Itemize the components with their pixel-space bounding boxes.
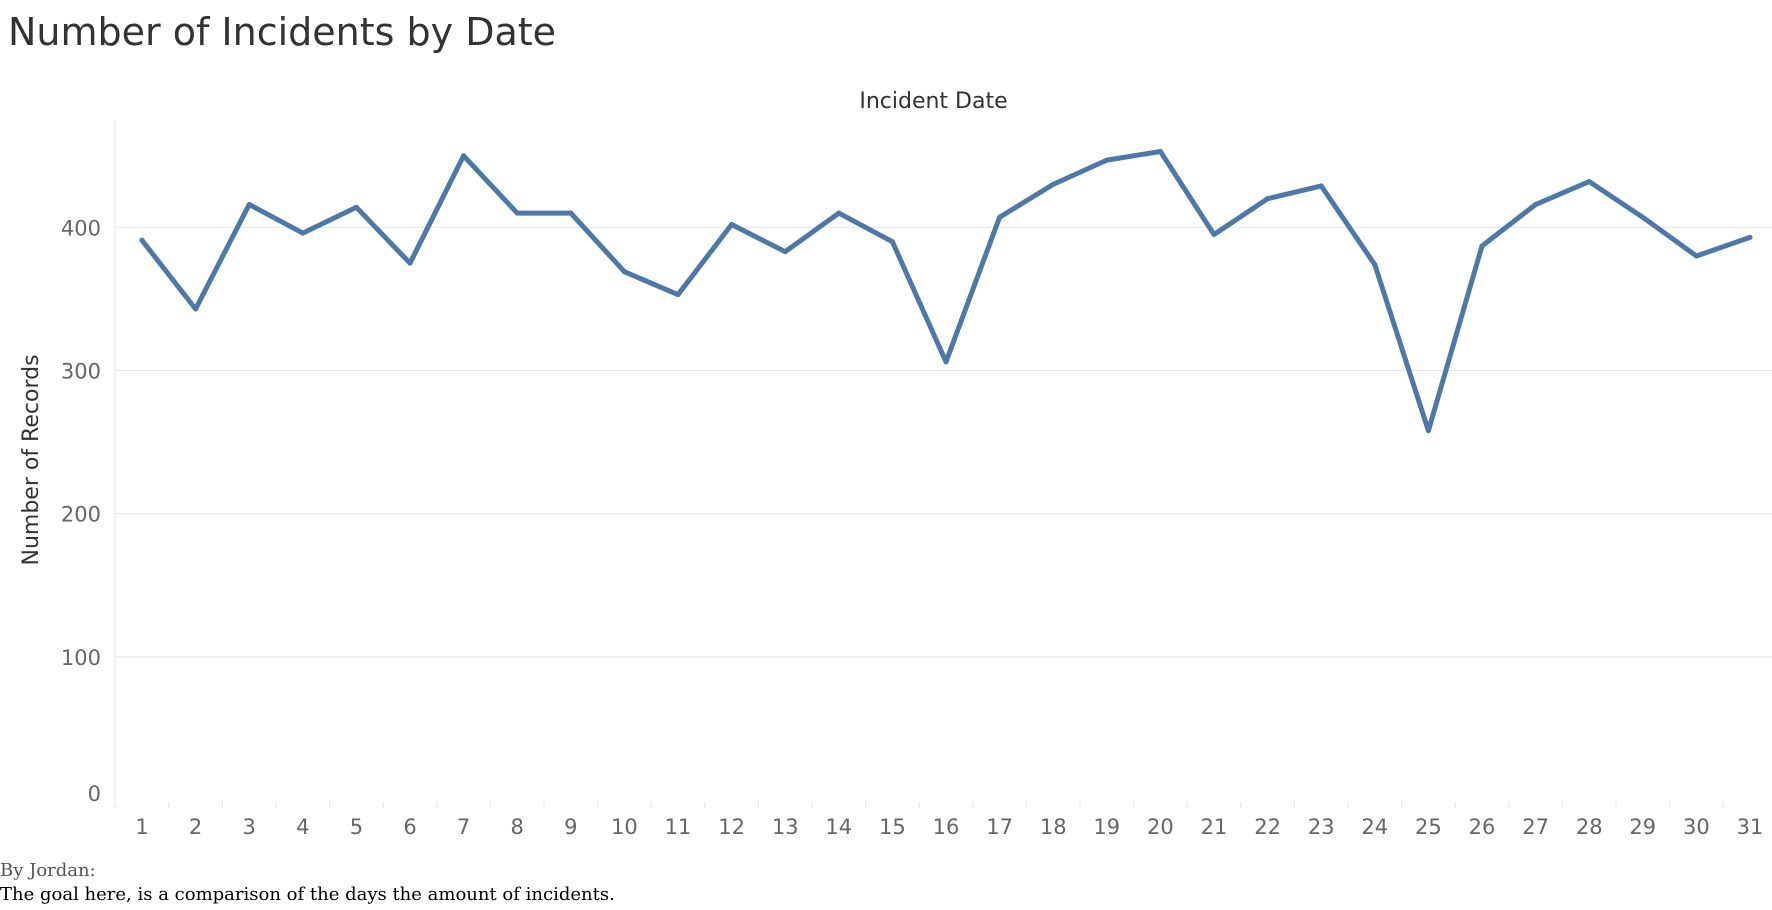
data-point [300, 230, 306, 236]
data-point [1425, 428, 1431, 434]
x-axis-title: Incident Date [859, 89, 1007, 114]
x-tick-label: 21 [1201, 815, 1228, 839]
x-tick-label: 14 [825, 815, 852, 839]
x-tick-label: 16 [933, 815, 960, 839]
x-tick-label: 30 [1683, 815, 1710, 839]
x-tick-label: 26 [1469, 815, 1496, 839]
x-tick-label: 29 [1629, 815, 1656, 839]
x-tick-label: 23 [1308, 815, 1335, 839]
data-point [675, 292, 681, 298]
x-tick-label: 24 [1361, 815, 1388, 839]
data-point [943, 359, 949, 365]
x-tick-label: 25 [1415, 815, 1442, 839]
x-tick-label: 18 [1040, 815, 1067, 839]
data-point [1050, 181, 1056, 187]
x-tick-label: 17 [986, 815, 1013, 839]
data-point [782, 249, 788, 255]
x-tick-label: 15 [879, 815, 906, 839]
x-tick-label: 5 [350, 815, 363, 839]
x-tick-label: 3 [243, 815, 256, 839]
x-tick-label: 4 [296, 815, 309, 839]
x-tick-label: 1 [135, 815, 148, 839]
data-point [1693, 253, 1699, 259]
data-point [1747, 234, 1753, 240]
x-tick-label: 2 [189, 815, 202, 839]
x-tick-label: 8 [511, 815, 524, 839]
data-point [1372, 262, 1378, 268]
x-tick-label: 11 [665, 815, 692, 839]
data-point [1586, 179, 1592, 185]
data-point [1265, 196, 1271, 202]
x-tick-label: 22 [1254, 815, 1281, 839]
data-point [1104, 157, 1110, 163]
data-point [407, 260, 413, 266]
x-tick-label: 28 [1576, 815, 1603, 839]
data-point [836, 210, 842, 216]
x-tick-label: 7 [457, 815, 470, 839]
y-tick-label: 100 [61, 646, 101, 670]
y-tick-label: 0 [88, 782, 101, 806]
x-tick-label: 20 [1147, 815, 1174, 839]
data-point [1640, 214, 1646, 220]
y-tick-label: 200 [61, 503, 101, 527]
data-point [139, 237, 145, 243]
chart-title: Number of Incidents by Date [8, 10, 557, 54]
data-point [997, 214, 1003, 220]
data-point [1211, 232, 1217, 238]
data-point [1318, 183, 1324, 189]
x-tick-label: 31 [1737, 815, 1764, 839]
data-point [353, 204, 359, 210]
x-tick-label: 10 [611, 815, 638, 839]
gridlines [114, 120, 1772, 800]
x-tick-label: 9 [564, 815, 577, 839]
x-tick-label: 19 [1093, 815, 1120, 839]
x-tick-label: 27 [1522, 815, 1549, 839]
footer-note: The goal here, is a comparison of the da… [0, 884, 615, 905]
data-point [1479, 243, 1485, 249]
series-line [139, 149, 1753, 434]
y-tick-label: 300 [61, 360, 101, 384]
footer-author: By Jordan: [0, 860, 96, 881]
data-point [621, 269, 627, 275]
data-point [193, 306, 199, 312]
data-point [246, 201, 252, 207]
x-axis-ticks: 1 2 3 4 5 6 7 8 9 10 11 12 13 14 15 16 17 18 19 20 21 22 23 24 2… [114, 802, 1764, 839]
data-point [461, 153, 467, 159]
data-point [889, 239, 895, 245]
x-tick-label: 13 [772, 815, 799, 839]
y-axis-ticks: 0 100 200 300 400 [61, 216, 101, 806]
data-point [1533, 201, 1539, 207]
y-tick-label: 400 [61, 216, 101, 240]
series-line-layer [139, 148, 1753, 434]
data-point [514, 210, 520, 216]
x-tick-label: 12 [718, 815, 745, 839]
x-tick-label: 6 [403, 815, 416, 839]
data-point [568, 210, 574, 216]
data-point [1157, 148, 1163, 154]
data-point [729, 222, 735, 228]
y-axis-title: Number of Records [19, 354, 44, 565]
